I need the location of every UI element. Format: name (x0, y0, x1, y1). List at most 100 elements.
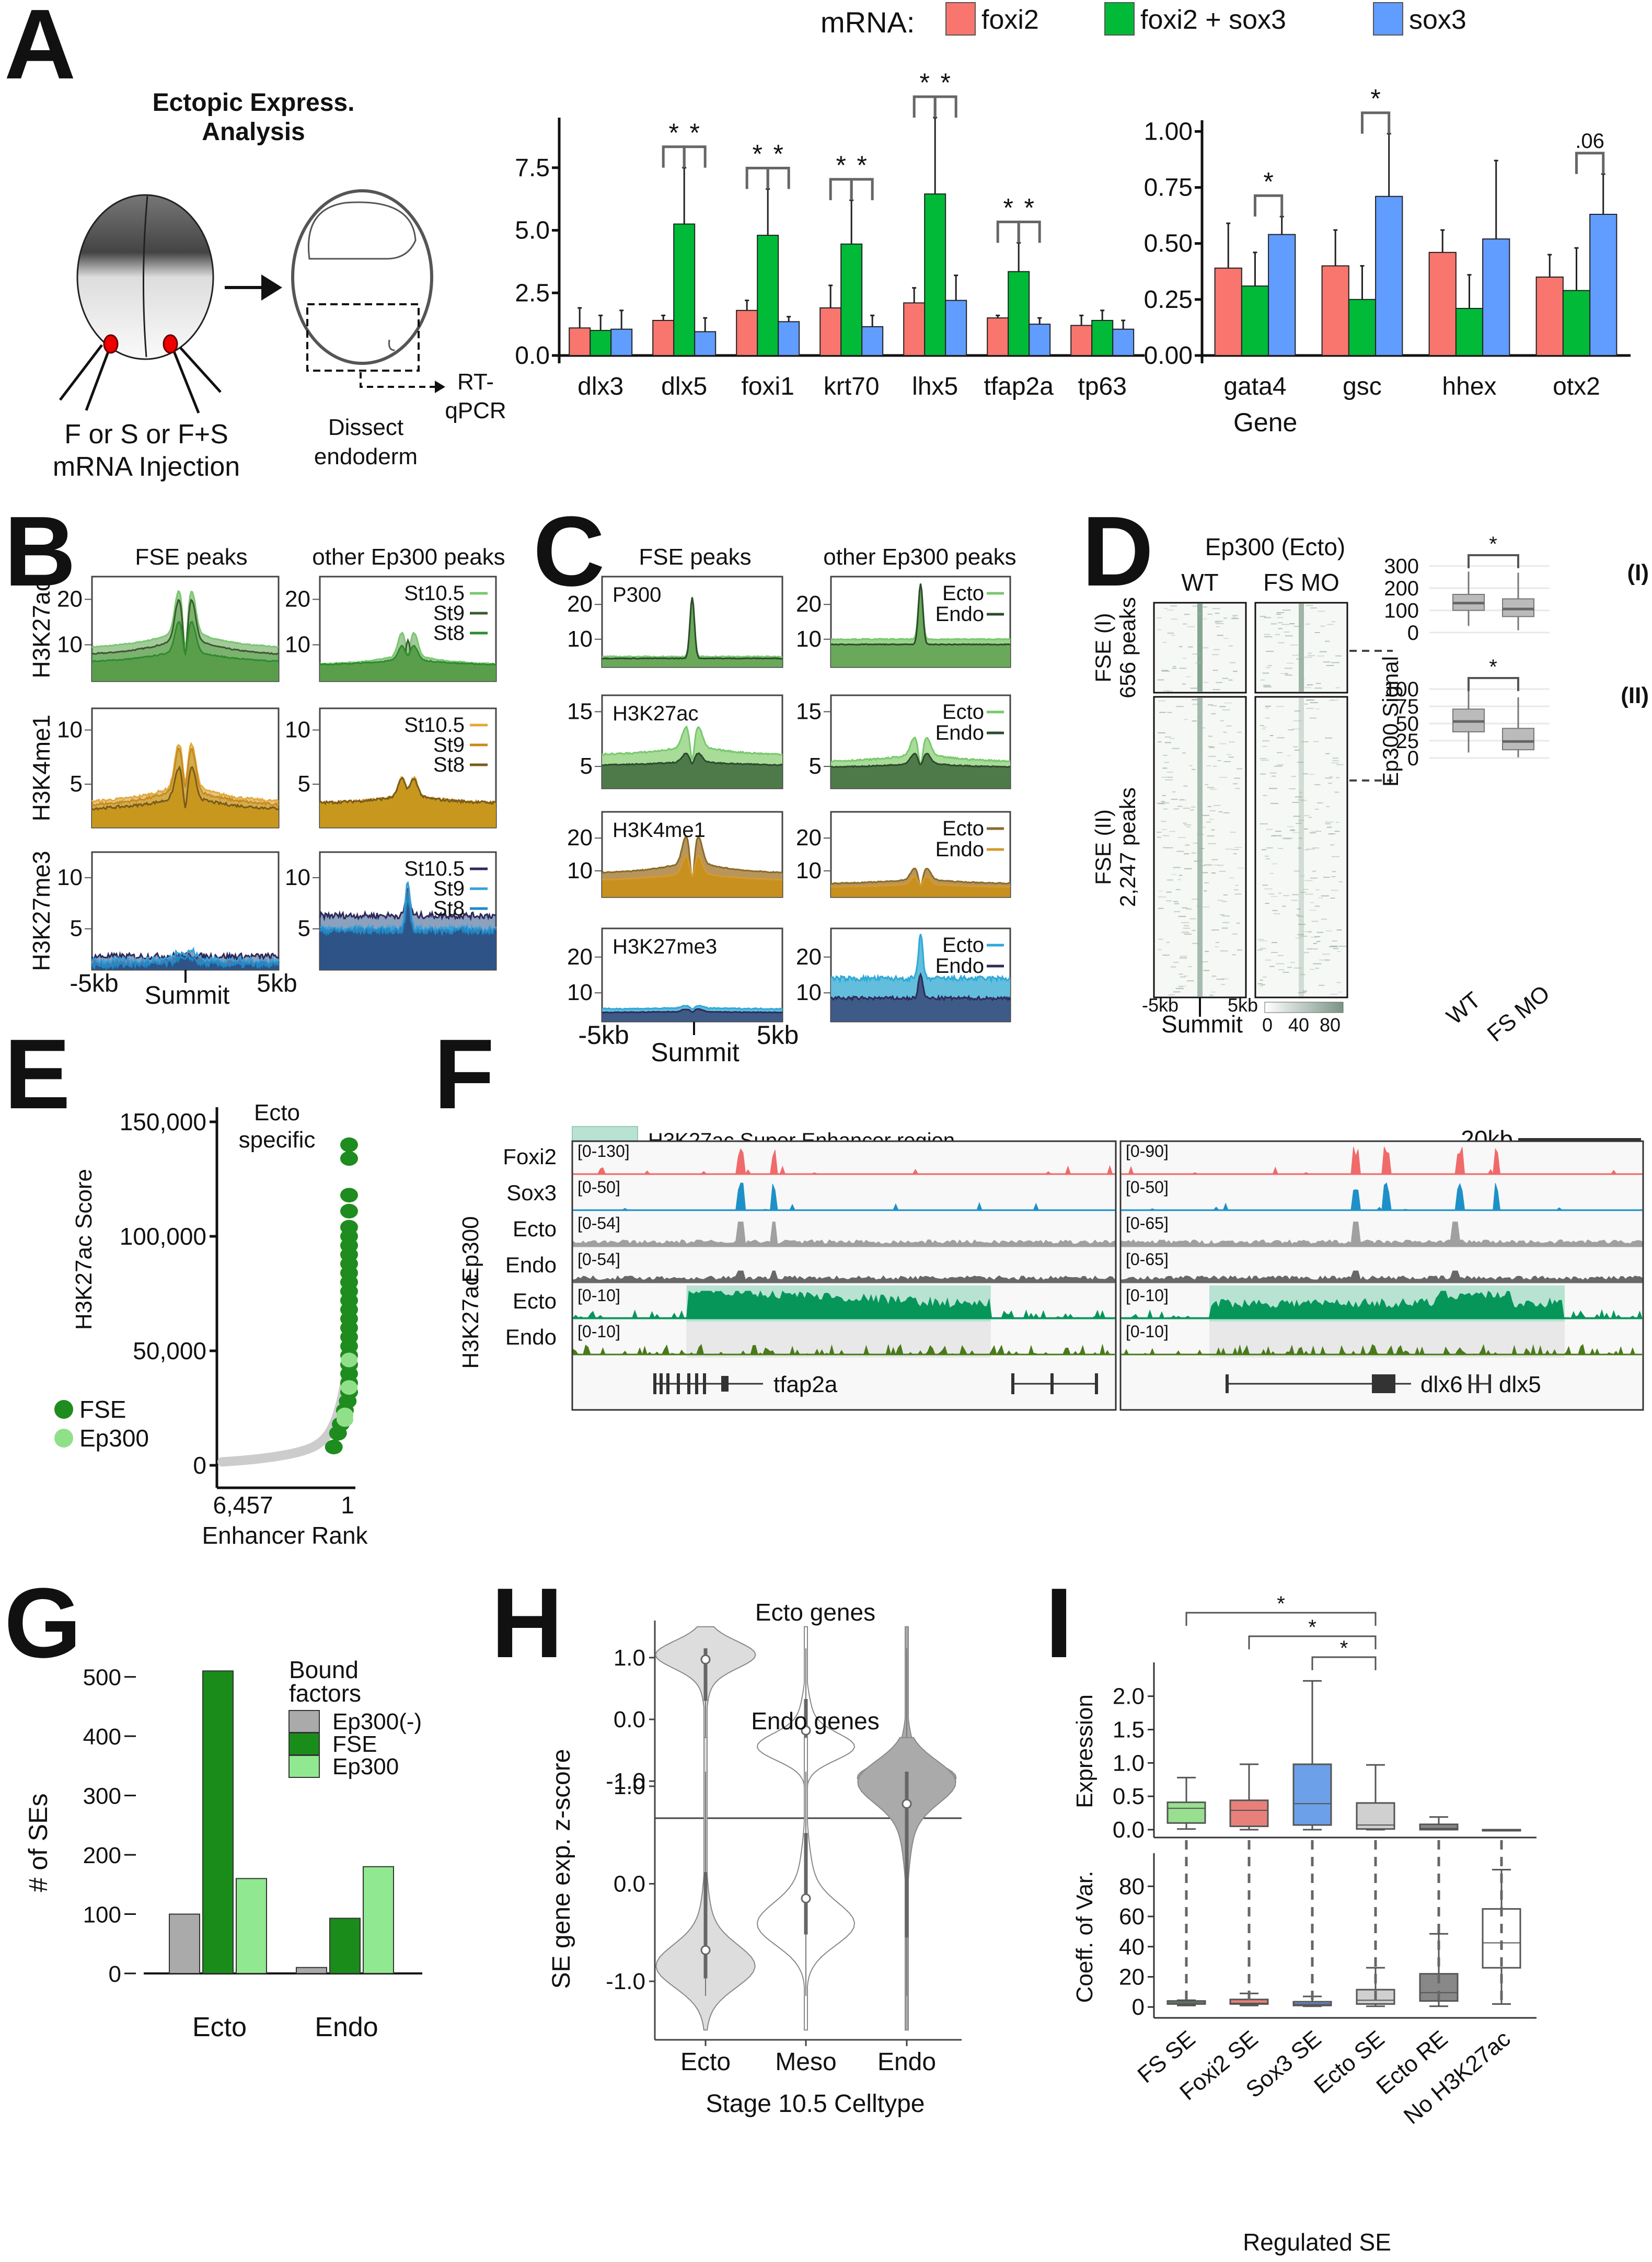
significance-bracket (1185, 1612, 1377, 1626)
heatmap-speckle (1336, 822, 1339, 823)
heatmap-speckle (1330, 994, 1338, 995)
heatmap-speckle (1338, 991, 1342, 993)
y-tick-label: 80 (1119, 1874, 1145, 1899)
heatmap-speckle (1179, 973, 1183, 975)
significance-label: * (1024, 193, 1034, 222)
heatmap-speckle (1284, 668, 1292, 669)
track-range-label: [0-50] (1126, 1178, 1169, 1197)
x-axis-title: Gene (1233, 408, 1297, 437)
heatmap-speckle (1331, 890, 1338, 891)
y-tick-label: 0.0 (614, 1871, 645, 1897)
significance-bracket (1311, 1656, 1377, 1670)
profile-area-St8 (320, 777, 496, 828)
heatmap-speckle (1333, 948, 1339, 949)
heatmap-speckle (1222, 915, 1230, 917)
right-arrow-icon (225, 274, 282, 301)
heatmap-speckle (1223, 894, 1228, 895)
panel-f-genome-tracks: H3K27ac Super Enhancer region20kb[0-130]… (458, 1126, 1644, 1411)
colorbar (1264, 1002, 1344, 1013)
heatmap-speckle (1156, 617, 1162, 619)
heatmap-speckle (1326, 806, 1330, 807)
legend-label-Endo: Endo (935, 955, 984, 978)
legend-dot-FSE (54, 1400, 73, 1419)
bar-tp63-foxi2-sox3 (1091, 319, 1114, 357)
heatmap-speckle (1161, 670, 1169, 671)
heatmap-speckle (1164, 762, 1169, 763)
heatmap-speckle (1319, 959, 1327, 961)
row-label-H3K27me3: H3K27me3 (28, 851, 55, 971)
heatmap-speckle (1212, 765, 1217, 767)
heatmap-speckle (1173, 961, 1179, 963)
heatmap-speckle (1270, 895, 1278, 897)
heatmap-speckle (1275, 831, 1281, 832)
heatmap-speckle (1261, 849, 1267, 851)
y-tick-label: 10 (796, 626, 822, 652)
fse-point (340, 1151, 358, 1166)
heatmap-speckle (1292, 832, 1300, 833)
heatmap-speckle (1171, 635, 1175, 636)
heatmap-speckle (1304, 687, 1311, 688)
heatmap-speckle (1282, 905, 1286, 907)
heatmap-speckle (1337, 951, 1341, 952)
heatmap-speckle (1182, 907, 1187, 909)
heatmap-speckle (1312, 847, 1319, 849)
x-tick-label-Ecto: Ecto (192, 2012, 247, 2042)
exon (1095, 1373, 1098, 1394)
heatmap-speckle (1217, 635, 1223, 636)
y-tick-label: 0 (193, 1452, 206, 1479)
heatmap-speckle (1215, 613, 1220, 614)
heatmap-speckle (1265, 855, 1269, 857)
x-tick-label: No H3K27ac (1399, 2026, 1516, 2129)
x-tick-summit: Summit (651, 1038, 740, 1067)
profile-line-St10.5 (91, 741, 279, 803)
heatmap-speckle (1190, 809, 1194, 811)
profile-line-ecto (602, 725, 783, 760)
profile-area-St8 (320, 646, 496, 681)
heatmap-speckle (1188, 646, 1193, 648)
x-tick-label-Endo: Endo (315, 2012, 378, 2042)
y-axis-title: # of SEs (24, 1794, 53, 1892)
heatmap-speckle (1336, 764, 1344, 765)
y-tick-label: 60 (1119, 1904, 1145, 1930)
track-range-label: [0-10] (577, 1322, 620, 1341)
heatmap-speckle (1182, 932, 1189, 933)
heatmap-speckle (1277, 764, 1284, 766)
y-tick-label: 0 (1132, 1994, 1145, 2020)
heatmap-speckle (1161, 776, 1169, 778)
heatmap-speckle (1193, 842, 1199, 844)
gene-label-dlx5: dlx5 (1499, 1372, 1541, 1397)
significance-label: * (1003, 193, 1013, 222)
legend-swatch-Ep300- (288, 1710, 320, 1733)
box-Sox3-SE (1292, 1763, 1332, 1826)
heatmap-speckle (1192, 704, 1200, 705)
heatmap-speckle (1161, 801, 1165, 802)
significance-label: * (940, 68, 950, 97)
heatmap-speckle (1277, 955, 1284, 956)
heatmap-speckle (1222, 922, 1229, 923)
heatmap-speckle (1277, 617, 1284, 618)
heatmap-speckle (1298, 915, 1304, 917)
heatmap-speckle (1226, 754, 1232, 755)
legend-dot-Ep300 (54, 1429, 73, 1448)
heatmap-speckle (1329, 946, 1337, 947)
heatmap-speckle (1184, 933, 1192, 935)
x-tick-label: lhx5 (912, 373, 958, 400)
significance-label: * (668, 118, 678, 147)
exon (677, 1373, 680, 1394)
heatmap-speckle (1187, 626, 1195, 627)
heatmap-speckle (1306, 699, 1313, 701)
column-title-other: other Ep300 peaks (823, 544, 1016, 570)
profile-line-ecto (602, 1004, 783, 1011)
bar-lhx5-foxi2-sox3 (924, 193, 946, 356)
heatmap-speckle (1173, 901, 1179, 902)
heatmap-speckle (1278, 848, 1284, 849)
group-label-ep300: Ep300 (458, 1216, 483, 1282)
heatmap-speckle (1192, 605, 1198, 607)
heatmap-speckle (1271, 942, 1277, 943)
y-tick-label: 0 (109, 1961, 121, 1987)
profile-line-endo (602, 1008, 783, 1014)
heatmap-speckle (1196, 653, 1203, 655)
profile-line-endo (830, 972, 1011, 1002)
heatmap-speckle (1163, 808, 1168, 810)
